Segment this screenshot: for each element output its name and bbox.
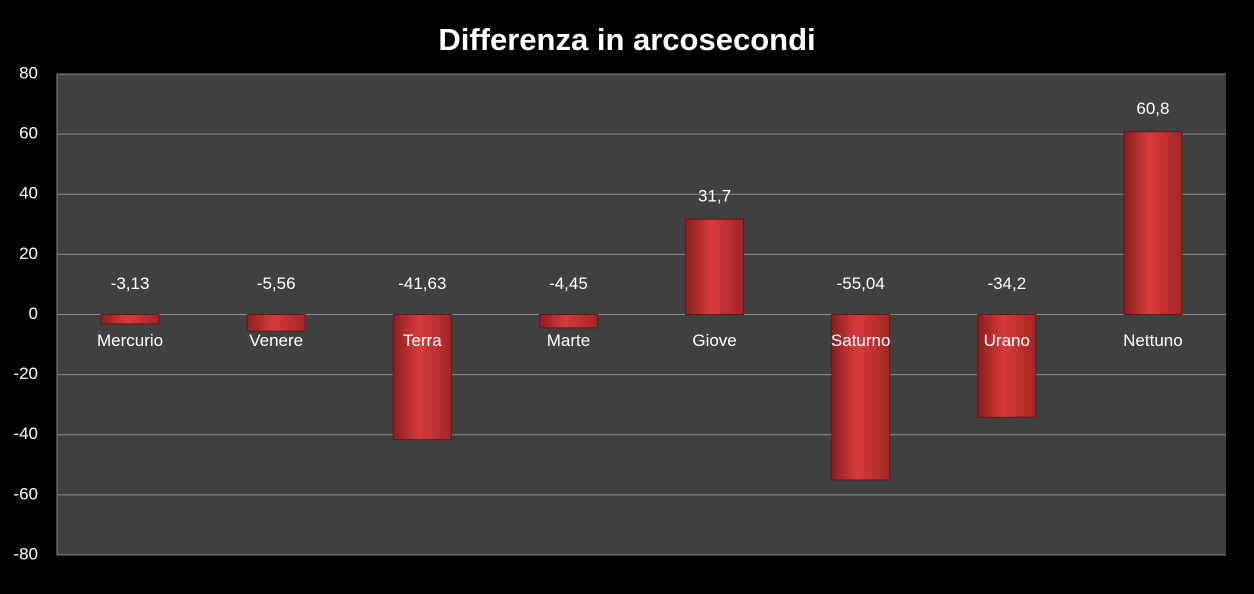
bar [100, 314, 160, 325]
data-label: 31,7 [698, 187, 731, 206]
y-tick-label: 80 [19, 63, 38, 82]
x-tick-label: Nettuno [1123, 331, 1183, 350]
bar [977, 314, 1037, 418]
x-tick-label: Giove [692, 331, 736, 350]
bar [1123, 131, 1183, 315]
y-tick-label: 0 [29, 304, 38, 323]
data-label: 60,8 [1136, 99, 1169, 118]
bar [831, 314, 891, 481]
y-tick-label: -40 [13, 424, 38, 443]
data-label: -34,2 [987, 274, 1026, 293]
chart-title: Differenza in arcosecondi [438, 22, 815, 57]
bar [392, 314, 452, 441]
x-tick-label: Saturno [831, 331, 891, 350]
bar [685, 218, 745, 315]
x-tick-label: Terra [403, 331, 442, 350]
y-tick-label: 20 [19, 244, 38, 263]
y-tick-label: 40 [19, 184, 38, 203]
x-tick-label: Venere [249, 331, 303, 350]
y-tick-label: -20 [13, 364, 38, 383]
y-tick-label: -60 [13, 484, 38, 503]
data-label: -4,45 [549, 274, 588, 293]
bar [246, 314, 306, 332]
data-label: -3,13 [111, 274, 150, 293]
x-tick-label: Marte [547, 331, 590, 350]
data-label: -41,63 [398, 274, 446, 293]
data-label: -55,04 [837, 274, 885, 293]
y-tick-label: -80 [13, 544, 38, 563]
x-tick-label: Mercurio [97, 331, 163, 350]
x-tick-label: Urano [984, 331, 1030, 350]
data-label: -5,56 [257, 274, 296, 293]
bar [538, 314, 598, 329]
y-tick-label: 60 [19, 124, 38, 143]
